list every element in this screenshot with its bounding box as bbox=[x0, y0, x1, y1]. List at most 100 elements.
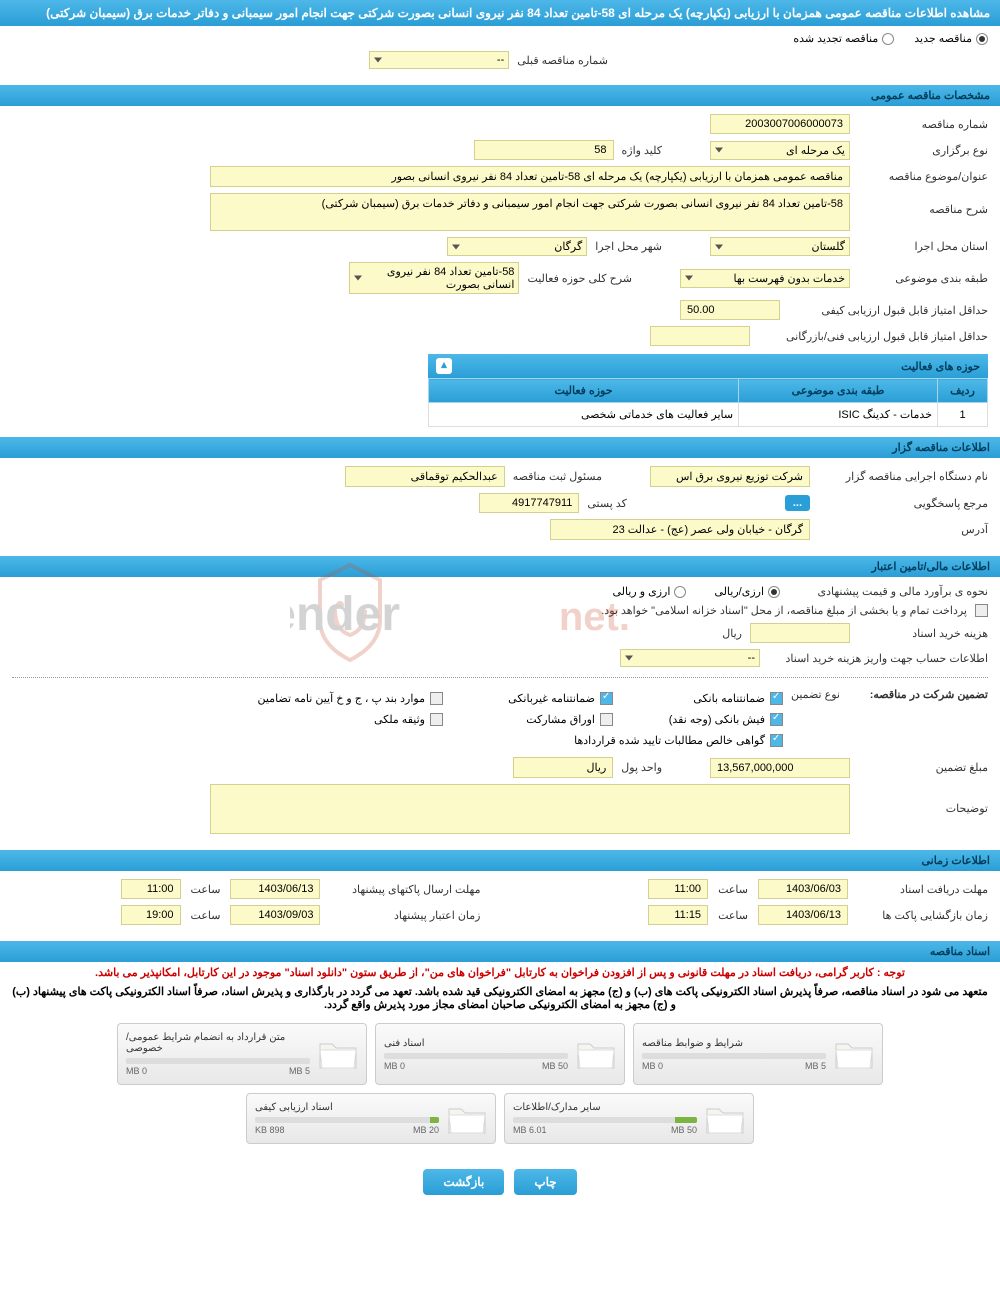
send-date: 1403/06/13 bbox=[230, 879, 320, 899]
file-box-3[interactable]: سایر مدارک/اطلاعات 50 MB6.01 MB bbox=[504, 1093, 754, 1144]
receive-label: مهلت دریافت اسناد bbox=[858, 883, 988, 896]
file-title: اسناد فنی bbox=[384, 1038, 568, 1049]
radio-currency-input[interactable] bbox=[674, 586, 686, 598]
docs-note2: متعهد می شود در اسناد مناقصه، صرفاً پذیر… bbox=[0, 983, 1000, 1013]
section-timing: اطلاعات زمانی bbox=[0, 850, 1000, 871]
city-label: شهر محل اجرا bbox=[595, 240, 662, 253]
address-label: آدرس bbox=[818, 523, 988, 536]
footer-buttons: چاپ بازگشت bbox=[0, 1154, 1000, 1210]
guarantee-label: تضمین شرکت در مناقصه: bbox=[848, 688, 988, 701]
page-title-bar: مشاهده اطلاعات مناقصه عمومی همزمان با ار… bbox=[0, 0, 1000, 26]
validity-label: زمان اعتبار پیشنهاد bbox=[330, 909, 480, 922]
keyword-label: کلید واژه bbox=[622, 144, 662, 157]
back-button[interactable]: بازگشت bbox=[423, 1169, 504, 1195]
receive-time: 11:00 bbox=[648, 879, 708, 899]
table-row: 1 خدمات - کدینگ ISIC سایر فعالیت های خدم… bbox=[429, 403, 988, 427]
responder-button[interactable]: ... bbox=[785, 495, 810, 511]
docs-note1: توجه : کاربر گرامی، دریافت اسناد در مهلت… bbox=[0, 962, 1000, 983]
file-box-0[interactable]: شرایط و ضوابط مناقصه 5 MB0 MB bbox=[633, 1023, 883, 1085]
open-label: زمان بازگشایی پاکت ها bbox=[858, 909, 988, 922]
min-tech-label: حداقل امتیاز قابل قبول ارزیابی فنی/بازرگ… bbox=[758, 330, 988, 343]
prev-tender-label: شماره مناقصه قبلی bbox=[517, 54, 608, 67]
td-cat: خدمات - کدینگ ISIC bbox=[739, 403, 938, 427]
activity-table-title-bar: حوزه های فعالیت ▴ bbox=[428, 354, 988, 378]
registrant-label: مسئول ثبت مناقصه bbox=[513, 470, 602, 483]
province-select[interactable]: گلستان bbox=[710, 237, 850, 256]
activity-table: ردیف طبقه بندی موضوعی حوزه فعالیت 1 خدما… bbox=[428, 378, 988, 427]
radio-rial[interactable]: ارزی/ریالی bbox=[714, 585, 780, 598]
tender-no-field: 2003007006000073 bbox=[710, 114, 850, 134]
file-grid: شرایط و ضوابط مناقصه 5 MB0 MB اسناد فنی … bbox=[0, 1013, 1000, 1154]
validity-date: 1403/09/03 bbox=[230, 905, 320, 925]
th-category: طبقه بندی موضوعی bbox=[739, 379, 938, 403]
min-tech-field bbox=[650, 326, 750, 346]
file-title: اسناد ارزیابی کیفی bbox=[255, 1102, 439, 1113]
section-docs: اسناد مناقصه bbox=[0, 941, 1000, 962]
file-box-2[interactable]: متن قرارداد به انضمام شرایط عمومی/خصوصی … bbox=[117, 1023, 367, 1085]
th-row: ردیف bbox=[938, 379, 988, 403]
notes-field[interactable] bbox=[210, 784, 850, 834]
radio-rial-input[interactable] bbox=[768, 586, 780, 598]
folder-icon bbox=[318, 1038, 358, 1070]
radio-renew-input[interactable] bbox=[882, 33, 894, 45]
folder-icon bbox=[705, 1103, 745, 1135]
category-select[interactable]: خدمات بدون فهرست بها bbox=[680, 269, 850, 288]
guarantee-type-label: نوع تضمین bbox=[791, 688, 840, 701]
prev-tender-select[interactable]: -- bbox=[369, 51, 509, 69]
amount-label: مبلغ تضمین bbox=[858, 761, 988, 774]
activity-table-container: حوزه های فعالیت ▴ ردیف طبقه بندی موضوعی … bbox=[428, 354, 988, 427]
payment-note: پرداخت تمام و یا بخشی از مبلغ مناقصه، از… bbox=[601, 604, 967, 617]
account-label: اطلاعات حساب جهت واریز هزینه خرید اسناد bbox=[768, 652, 988, 665]
doc-cost-field bbox=[750, 623, 850, 643]
section-financial: اطلاعات مالی/تامین اعتبار bbox=[0, 556, 1000, 577]
responder-label: مرجع پاسخگویی bbox=[818, 497, 988, 510]
min-quality-field: 50.00 bbox=[680, 300, 780, 320]
holding-type-select[interactable]: یک مرحله ای bbox=[710, 141, 850, 160]
file-title: شرایط و ضوابط مناقصه bbox=[642, 1038, 826, 1049]
collapse-icon[interactable]: ▴ bbox=[436, 358, 452, 374]
th-area: حوزه فعالیت bbox=[429, 379, 739, 403]
page-title: مشاهده اطلاعات مناقصه عمومی همزمان با ار… bbox=[46, 6, 990, 20]
folder-icon bbox=[834, 1038, 874, 1070]
account-select[interactable]: -- bbox=[620, 649, 760, 667]
org-label: نام دستگاه اجرایی مناقصه گزار bbox=[818, 470, 988, 483]
amount-field: 13,567,000,000 bbox=[710, 758, 850, 778]
activity-desc-label: شرح کلی حوزه فعالیت bbox=[527, 272, 632, 285]
radio-new-label: مناقصه جدید bbox=[914, 32, 972, 45]
cb-cash[interactable] bbox=[770, 713, 783, 726]
cb-items[interactable] bbox=[430, 692, 443, 705]
radio-renew[interactable]: مناقصه تجدید شده bbox=[793, 32, 894, 45]
file-box-1[interactable]: اسناد فنی 50 MB0 MB bbox=[375, 1023, 625, 1085]
radio-new-input[interactable] bbox=[976, 33, 988, 45]
section-creator: اطلاعات مناقصه گزار bbox=[0, 437, 1000, 458]
subject-label: عنوان/موضوع مناقصه bbox=[858, 170, 988, 183]
desc-label: شرح مناقصه bbox=[858, 193, 988, 216]
cb-cert[interactable] bbox=[770, 734, 783, 747]
cb-property[interactable] bbox=[430, 713, 443, 726]
cb-nonbank[interactable] bbox=[600, 692, 613, 705]
estimate-label: نحوه ی برآورد مالی و قیمت پیشنهادی bbox=[788, 585, 988, 598]
print-button[interactable]: چاپ bbox=[514, 1169, 576, 1195]
send-time: 11:00 bbox=[121, 879, 181, 899]
radio-new[interactable]: مناقصه جدید bbox=[914, 32, 988, 45]
unit-label: واحد پول bbox=[621, 761, 662, 774]
city-select[interactable]: گرگان bbox=[447, 237, 587, 256]
file-box-4[interactable]: اسناد ارزیابی کیفی 20 MB898 KB bbox=[246, 1093, 496, 1144]
folder-icon bbox=[576, 1038, 616, 1070]
keyword-field: 58 bbox=[474, 140, 614, 160]
category-label: طبقه بندی موضوعی bbox=[858, 272, 988, 285]
unit-field: ریال bbox=[513, 757, 613, 778]
radio-currency[interactable]: ارزی و ریالی bbox=[612, 585, 686, 598]
cb-bank[interactable] bbox=[770, 692, 783, 705]
doc-cost-label: هزینه خرید اسناد bbox=[858, 627, 988, 640]
tender-type-radio-group: مناقصه جدید مناقصه تجدید شده bbox=[0, 26, 1000, 51]
file-title: متن قرارداد به انضمام شرایط عمومی/خصوصی bbox=[126, 1032, 310, 1054]
cb-securities[interactable] bbox=[600, 713, 613, 726]
activity-desc-select[interactable]: 58-تامین تعداد 84 نفر نیروی انسانی بصورت bbox=[349, 262, 519, 294]
receive-date: 1403/06/03 bbox=[758, 879, 848, 899]
min-quality-label: حداقل امتیاز قابل قبول ارزیابی کیفی bbox=[788, 304, 988, 317]
validity-time: 19:00 bbox=[121, 905, 181, 925]
payment-checkbox[interactable] bbox=[975, 604, 988, 617]
open-date: 1403/06/13 bbox=[758, 905, 848, 925]
holding-type-label: نوع برگزاری bbox=[858, 144, 988, 157]
